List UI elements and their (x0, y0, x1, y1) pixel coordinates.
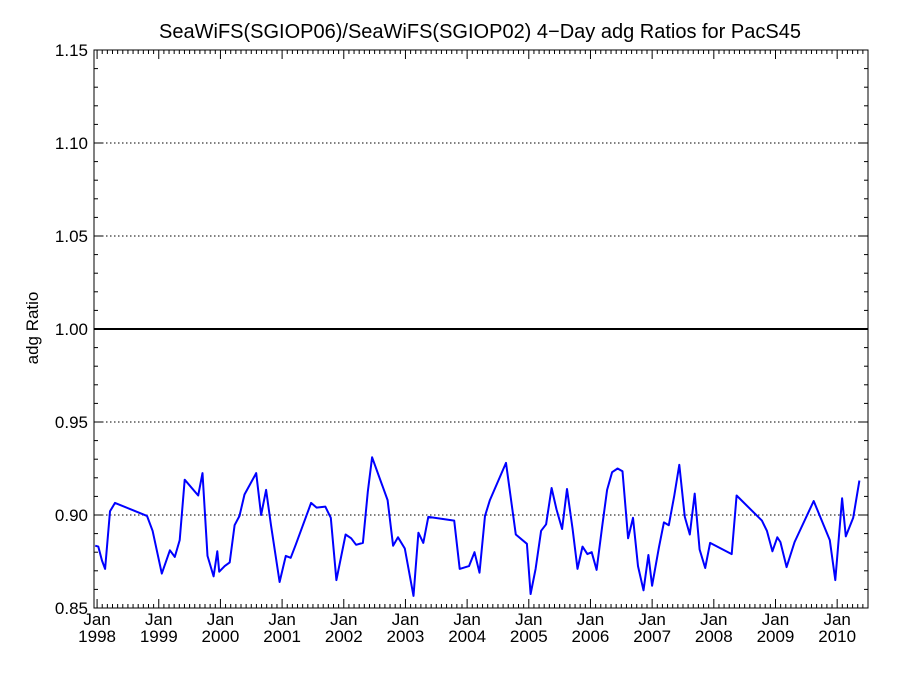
series-group (94, 456, 861, 597)
x-tick-month-label: Jan (515, 610, 542, 629)
x-tick-month-label: Jan (823, 610, 850, 629)
x-tick-year-label: 2010 (818, 627, 856, 646)
x-tick-year-label: 1999 (140, 627, 178, 646)
grid-lines (94, 142, 868, 516)
y-tick-label: 1.10 (55, 134, 88, 153)
y-tick-label: 0.95 (55, 413, 88, 432)
x-tick-year-label: 2001 (263, 627, 301, 646)
x-tick-year-label: 2007 (633, 627, 671, 646)
x-tick-month-label: Jan (330, 610, 357, 629)
y-tick-label: 0.90 (55, 506, 88, 525)
x-tick-month-label: Jan (700, 610, 727, 629)
x-tick-year-label: 1998 (78, 627, 116, 646)
x-tick-month-label: Jan (268, 610, 295, 629)
x-tick-year-label: 2004 (448, 627, 486, 646)
x-tick-year-label: 2002 (325, 627, 363, 646)
y-tick-label: 1.05 (55, 227, 88, 246)
y-tick-label: 0.85 (55, 599, 88, 618)
y-tick-label: 1.00 (55, 320, 88, 339)
chart-title: SeaWiFS(SGIOP06)/SeaWiFS(SGIOP02) 4−Day … (159, 21, 801, 43)
x-tick-year-label: 2009 (757, 627, 795, 646)
x-tick-month-label: Jan (762, 610, 789, 629)
x-tick-month-label: Jan (83, 610, 110, 629)
x-tick-year-label: 2005 (510, 627, 548, 646)
x-tick-year-label: 2008 (695, 627, 733, 646)
plot-frame (93, 49, 869, 609)
x-tick-month-label: Jan (392, 610, 419, 629)
x-tick-month-label: Jan (145, 610, 172, 629)
y-axis-label: adg Ratio (23, 292, 42, 365)
axis-ticks (94, 49, 869, 609)
x-tick-month-label: Jan (453, 610, 480, 629)
y-tick-label: 1.15 (55, 41, 88, 60)
tick-labels: 0.850.900.951.001.051.101.15Jan1998Jan19… (55, 41, 856, 646)
x-tick-year-label: 2000 (202, 627, 240, 646)
series-line (94, 456, 861, 597)
x-tick-month-label: Jan (207, 610, 234, 629)
x-tick-year-label: 2003 (387, 627, 425, 646)
x-tick-year-label: 2006 (572, 627, 610, 646)
x-tick-month-label: Jan (638, 610, 665, 629)
x-tick-month-label: Jan (577, 610, 604, 629)
